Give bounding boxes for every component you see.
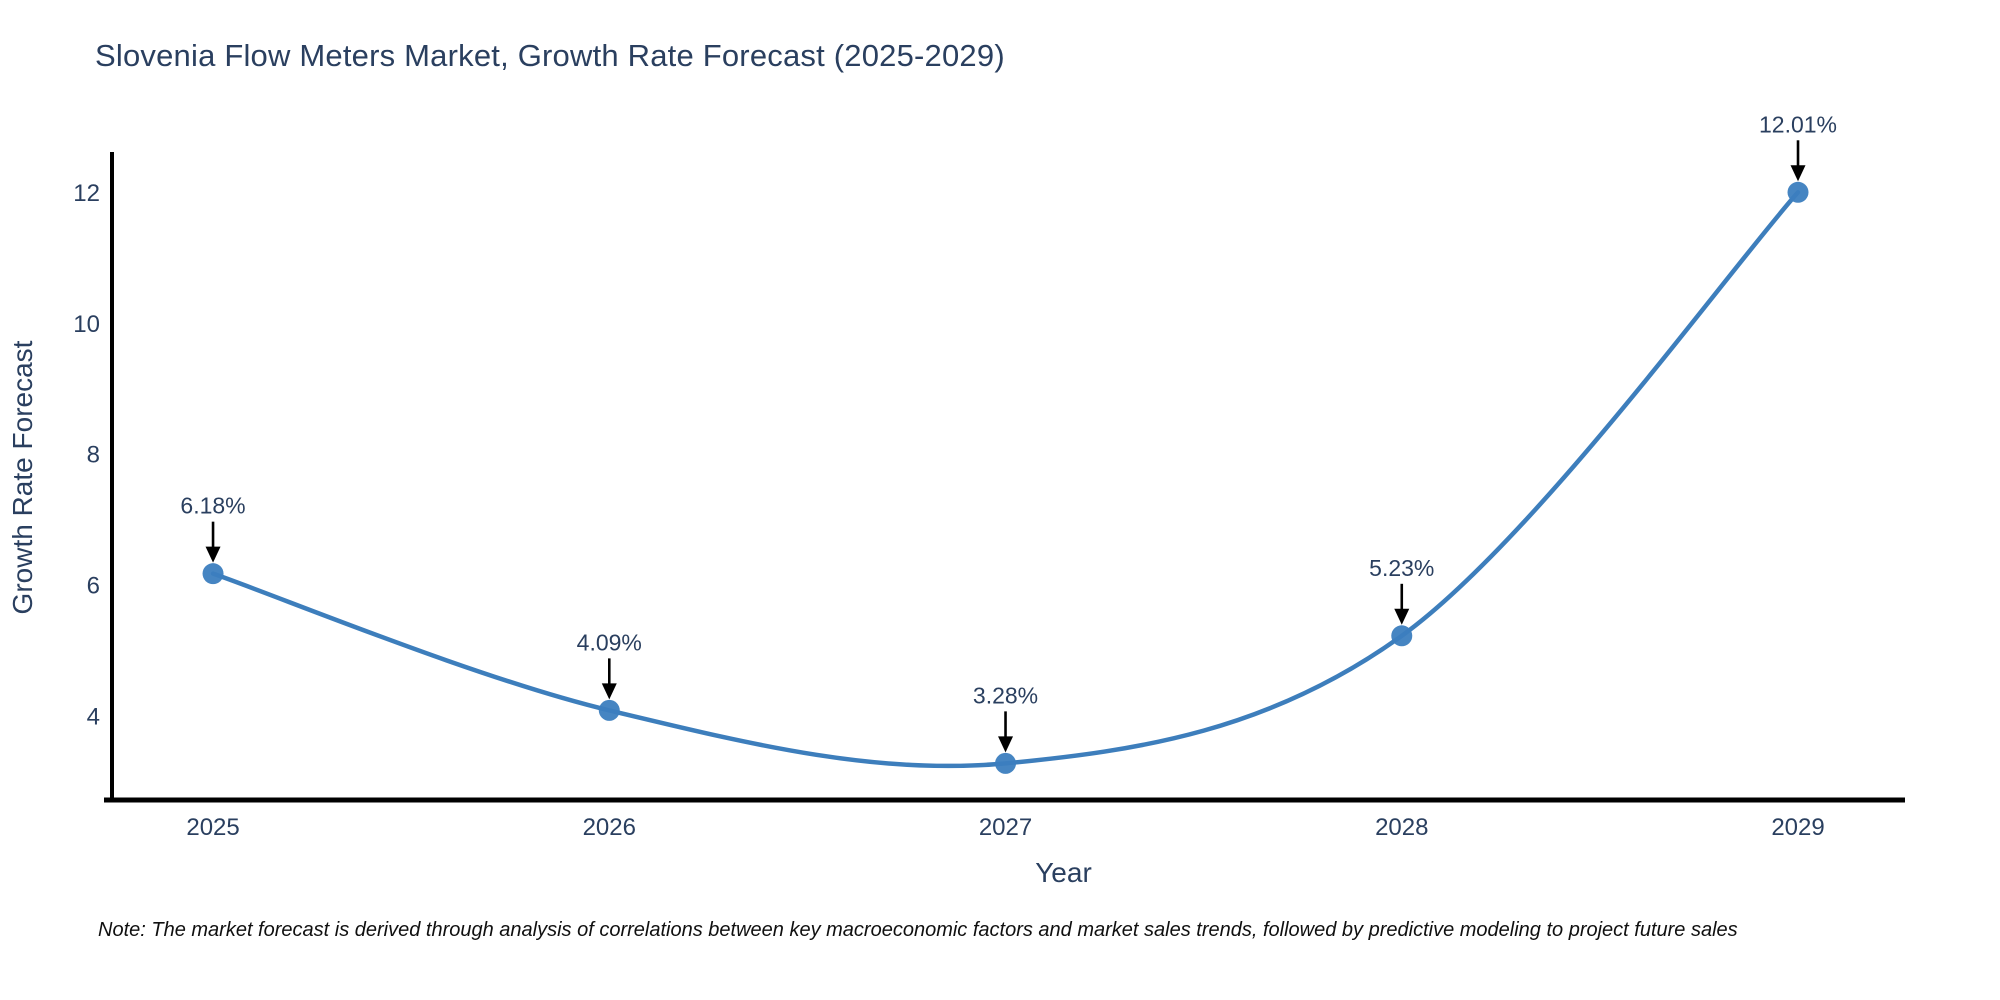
- annotation-arrowhead: [1790, 165, 1806, 182]
- x-tick-label: 2027: [979, 814, 1032, 841]
- data-point-label: 3.28%: [973, 682, 1038, 708]
- chart-footnote: Note: The market forecast is derived thr…: [98, 919, 1738, 941]
- data-point-label: 6.18%: [180, 493, 245, 519]
- x-tick-label: 2026: [583, 814, 636, 841]
- y-tick-label: 10: [73, 311, 100, 338]
- data-point-marker: [202, 563, 224, 585]
- annotation-arrowhead: [205, 546, 221, 563]
- y-tick-label: 8: [87, 442, 100, 469]
- data-point-marker: [1391, 625, 1413, 647]
- annotation-arrowhead: [1394, 608, 1410, 625]
- forecast-line: [210, 190, 1801, 769]
- y-axis-title: Growth Rate Forecast: [7, 340, 38, 614]
- x-tick-label: 2025: [186, 814, 239, 841]
- y-tick-label: 4: [87, 703, 100, 730]
- data-point-label: 4.09%: [577, 629, 642, 655]
- data-point-label: 5.23%: [1369, 555, 1434, 581]
- chart-title: Slovenia Flow Meters Market, Growth Rate…: [95, 38, 1005, 73]
- x-tick-label: 2028: [1375, 814, 1428, 841]
- x-axis-title: Year: [1035, 857, 1092, 888]
- y-tick-label: 12: [73, 180, 100, 207]
- data-point-label: 12.01%: [1759, 111, 1837, 137]
- x-tick-label: 2029: [1771, 814, 1824, 841]
- y-tick-label: 6: [87, 572, 100, 599]
- data-point-marker: [598, 699, 620, 721]
- annotation-arrowhead: [601, 683, 617, 700]
- annotation-arrowhead: [998, 736, 1014, 753]
- data-point-marker: [1787, 181, 1809, 203]
- data-point-marker: [995, 752, 1017, 774]
